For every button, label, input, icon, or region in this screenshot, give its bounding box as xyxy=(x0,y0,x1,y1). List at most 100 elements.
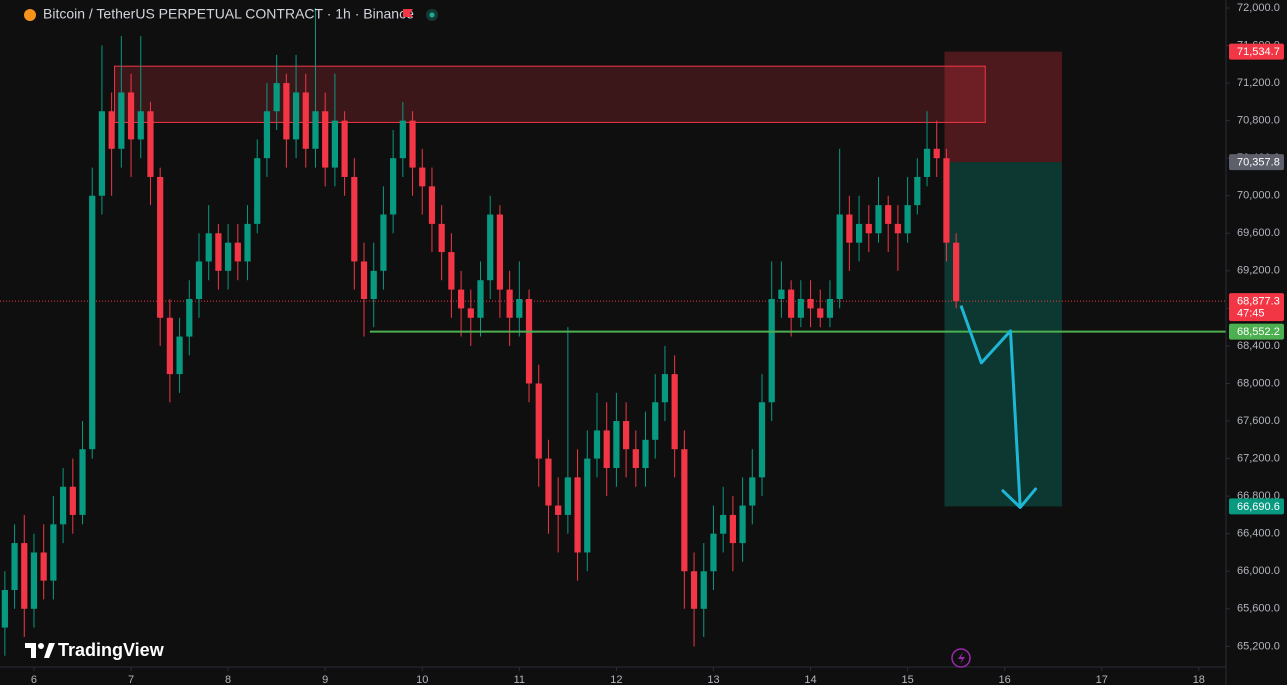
candle-body xyxy=(739,505,746,544)
candle-body xyxy=(390,158,397,215)
candle-body xyxy=(671,374,678,450)
y-tick-label: 71,200.0 xyxy=(1237,77,1280,89)
candle-body xyxy=(59,486,67,525)
x-tick-label: 6 xyxy=(31,674,37,685)
candle-body xyxy=(855,223,863,243)
candle-body xyxy=(195,261,203,299)
candle-body xyxy=(312,111,319,149)
candle-body xyxy=(137,111,144,140)
candle-body xyxy=(613,421,620,468)
position-reward-area xyxy=(944,162,1062,507)
candle-body xyxy=(516,299,523,318)
symbol-title[interactable]: Bitcoin / TetherUS PERPETUAL CONTRACT · … xyxy=(43,6,414,22)
candle-body xyxy=(215,233,222,271)
support-price-tag: 68,552.2 xyxy=(1237,326,1280,338)
candle-body xyxy=(904,205,911,234)
candle-body xyxy=(923,148,931,177)
candle-body xyxy=(729,514,736,544)
candle-body xyxy=(788,289,795,318)
candle-body xyxy=(681,449,688,572)
candle-body xyxy=(351,176,358,262)
candle-body xyxy=(254,158,261,224)
candle-body xyxy=(467,308,474,318)
candle-body xyxy=(273,83,280,112)
alert-icon[interactable] xyxy=(951,648,971,668)
x-tick-label: 11 xyxy=(514,674,525,685)
y-tick-label: 67,600.0 xyxy=(1237,415,1280,427)
watermark: TradingView xyxy=(58,640,165,660)
candle-body xyxy=(720,514,727,534)
candle-body xyxy=(496,214,504,290)
candle-body xyxy=(118,92,125,149)
stop-price-tag: 71,534.7 xyxy=(1237,46,1280,58)
candle-body xyxy=(360,261,368,299)
candle-body xyxy=(758,402,766,478)
candle-body xyxy=(807,299,814,309)
candle-body xyxy=(186,299,193,337)
y-tick-label: 67,200.0 xyxy=(1237,452,1280,464)
candle-body xyxy=(865,223,872,234)
candle-body xyxy=(40,552,47,581)
x-tick-label: 8 xyxy=(225,674,231,685)
y-tick-label: 66,400.0 xyxy=(1237,528,1280,540)
last-price-tag-bg xyxy=(1229,293,1284,322)
candle-body xyxy=(127,92,135,140)
plot-layer xyxy=(0,7,1226,656)
candle-body xyxy=(933,148,940,159)
y-tick-label: 70,800.0 xyxy=(1237,115,1280,127)
candle-body xyxy=(234,242,241,262)
candle-body xyxy=(205,233,212,262)
flag-icon[interactable] xyxy=(403,9,413,17)
candle-body xyxy=(399,120,406,159)
candle-body xyxy=(574,477,581,553)
candle-body xyxy=(749,477,756,506)
candle-body xyxy=(11,543,18,591)
candle-body xyxy=(768,299,775,403)
candle-body xyxy=(370,270,377,299)
candle-body xyxy=(885,205,892,224)
x-tick-label: 16 xyxy=(999,674,1011,685)
candle-body xyxy=(147,111,154,177)
y-tick-label: 65,600.0 xyxy=(1237,603,1280,615)
candle-body xyxy=(487,214,494,281)
target-price-tag-bg xyxy=(1229,498,1284,515)
candle-body xyxy=(157,176,164,318)
candle-body xyxy=(225,242,232,271)
target-price-tag: 66,690.6 xyxy=(1237,501,1280,513)
candle-body xyxy=(846,214,853,243)
candle-body xyxy=(79,449,86,515)
candle-body xyxy=(535,383,542,459)
candle-body xyxy=(292,92,300,140)
y-tick-label: 70,000.0 xyxy=(1237,190,1280,202)
candle-body xyxy=(50,524,57,581)
y-tick-label: 69,600.0 xyxy=(1237,227,1280,239)
candle-body xyxy=(428,186,436,224)
candle-body xyxy=(419,167,426,187)
candle-body xyxy=(166,317,173,375)
candle-body xyxy=(322,111,329,168)
candle-body xyxy=(826,299,834,318)
candle-body xyxy=(778,289,785,299)
x-tick-label: 12 xyxy=(610,674,622,685)
y-tick-label: 66,000.0 xyxy=(1237,565,1280,577)
candle-body xyxy=(380,214,387,271)
stop-price-tag-bg xyxy=(1229,43,1284,60)
candle-body xyxy=(341,120,348,177)
candle-body xyxy=(555,505,562,515)
last-price-tag: 68,877.3 xyxy=(1237,296,1280,308)
candle-body xyxy=(21,543,28,609)
entry-price-tag-bg xyxy=(1229,154,1284,171)
candle-body xyxy=(98,111,106,196)
candle-body xyxy=(603,430,610,468)
candle-body xyxy=(622,421,630,450)
candle-body xyxy=(690,571,698,609)
candle-body xyxy=(525,299,533,384)
candle-body xyxy=(263,111,271,159)
candle-body xyxy=(448,252,455,290)
candle-body xyxy=(1,590,8,628)
candle-body xyxy=(176,336,183,375)
bar-countdown: 47:45 xyxy=(1237,308,1265,320)
candle-body xyxy=(836,214,843,299)
